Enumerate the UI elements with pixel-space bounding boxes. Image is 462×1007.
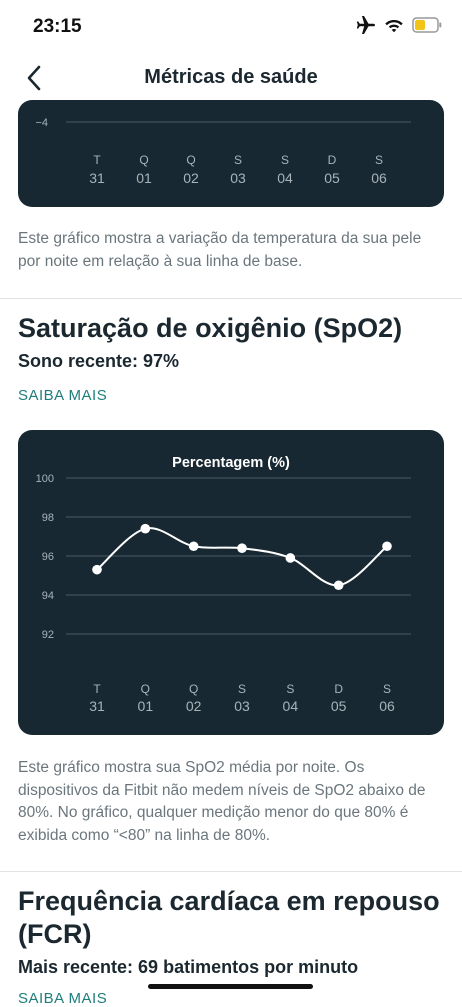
- x-tick-date: 05: [331, 698, 347, 714]
- y-tick-label: −4: [35, 117, 48, 129]
- y-tick-label: 96: [42, 551, 54, 563]
- home-indicator: [148, 984, 313, 989]
- navigation-bar: Métricas de saúde: [0, 52, 462, 104]
- x-tick-day: S: [383, 682, 391, 696]
- chevron-left-icon: [27, 65, 41, 91]
- spo2-data-point[interactable]: [92, 564, 102, 575]
- y-tick-label: 98: [42, 512, 54, 524]
- y-tick-label: 92: [42, 629, 54, 641]
- x-tick-date: 04: [277, 170, 293, 186]
- spo2-chart[interactable]: Percentagem (%) 100 98 96 94 92 T 31 Q 01 Q 02 S 03…: [18, 430, 444, 735]
- x-tick-day: Q: [141, 682, 150, 696]
- x-tick-day: Q: [139, 153, 148, 167]
- x-tick-date: 02: [183, 170, 199, 186]
- temperature-description: Este gráfico mostra a variação da temper…: [18, 230, 422, 270]
- spo2-data-point[interactable]: [333, 580, 344, 591]
- airplane-icon: [356, 16, 375, 34]
- fcr-recent: Mais recente: 69 batimentos por minuto: [18, 957, 359, 977]
- divider: [0, 871, 462, 872]
- spo2-data-point[interactable]: [382, 541, 392, 552]
- y-tick-label: 94: [42, 590, 54, 602]
- spo2-chart-title: Percentagem (%): [172, 455, 290, 471]
- x-tick-date: 03: [230, 170, 246, 186]
- spo2-description: Este gráfico mostra sua SpO2 média por n…: [18, 759, 426, 844]
- x-tick-date: 04: [283, 698, 299, 714]
- x-tick-date: 06: [379, 698, 395, 714]
- spo2-series-line: [96, 527, 388, 587]
- battery-icon: [412, 17, 442, 33]
- wifi-icon: [385, 20, 403, 33]
- back-button[interactable]: [16, 60, 52, 96]
- x-tick-day: D: [334, 682, 343, 696]
- spo2-recent: Sono recente: 97%: [18, 351, 180, 371]
- divider: [0, 298, 462, 299]
- x-tick-day: Q: [186, 153, 195, 167]
- x-tick-day: S: [375, 153, 383, 167]
- x-tick-day: D: [328, 153, 337, 167]
- status-time: 23:15: [33, 16, 82, 37]
- x-tick-date: 02: [186, 698, 202, 714]
- page-title: Métricas de saúde: [144, 66, 318, 88]
- y-tick-label: 100: [36, 473, 54, 485]
- spo2-chart-svg: Percentagem (%) 100 98 96 94 92 T 31 Q 01 Q 02 S 03…: [36, 455, 411, 714]
- x-tick-day: T: [93, 682, 101, 696]
- x-tick-date: 06: [371, 170, 387, 186]
- x-tick-day: S: [234, 153, 242, 167]
- x-tick-day: S: [286, 682, 294, 696]
- x-tick-date: 05: [324, 170, 340, 186]
- x-tick-day: S: [281, 153, 289, 167]
- spo2-data-point[interactable]: [237, 543, 247, 553]
- status-bar: 23:15: [0, 0, 462, 52]
- spo2-data-point[interactable]: [140, 523, 151, 534]
- spo2-title: Saturação de oxigênio (SpO2): [18, 313, 403, 343]
- x-tick-date: 01: [138, 698, 154, 714]
- temperature-chart: −4 T 31 Q 01 Q 02 S 03 S 04 D 05 S 06: [18, 100, 444, 207]
- x-tick-date: 01: [136, 170, 152, 186]
- spo2-learn-more-link[interactable]: SAIBA MAIS: [18, 387, 108, 404]
- x-tick-day: T: [93, 153, 101, 167]
- x-tick-date: 31: [89, 698, 105, 714]
- x-tick-date: 03: [234, 698, 250, 714]
- x-tick-day: S: [238, 682, 246, 696]
- spo2-data-point[interactable]: [188, 541, 199, 552]
- spo2-data-point[interactable]: [285, 553, 296, 563]
- fcr-title: Frequência cardíaca em repouso (FCR): [18, 886, 440, 949]
- temperature-chart-svg: −4 T 31 Q 01 Q 02 S 03 S 04 D 05 S 06: [35, 117, 411, 186]
- x-tick-date: 31: [89, 170, 105, 186]
- x-tick-day: Q: [189, 682, 198, 696]
- status-icons: [356, 16, 442, 34]
